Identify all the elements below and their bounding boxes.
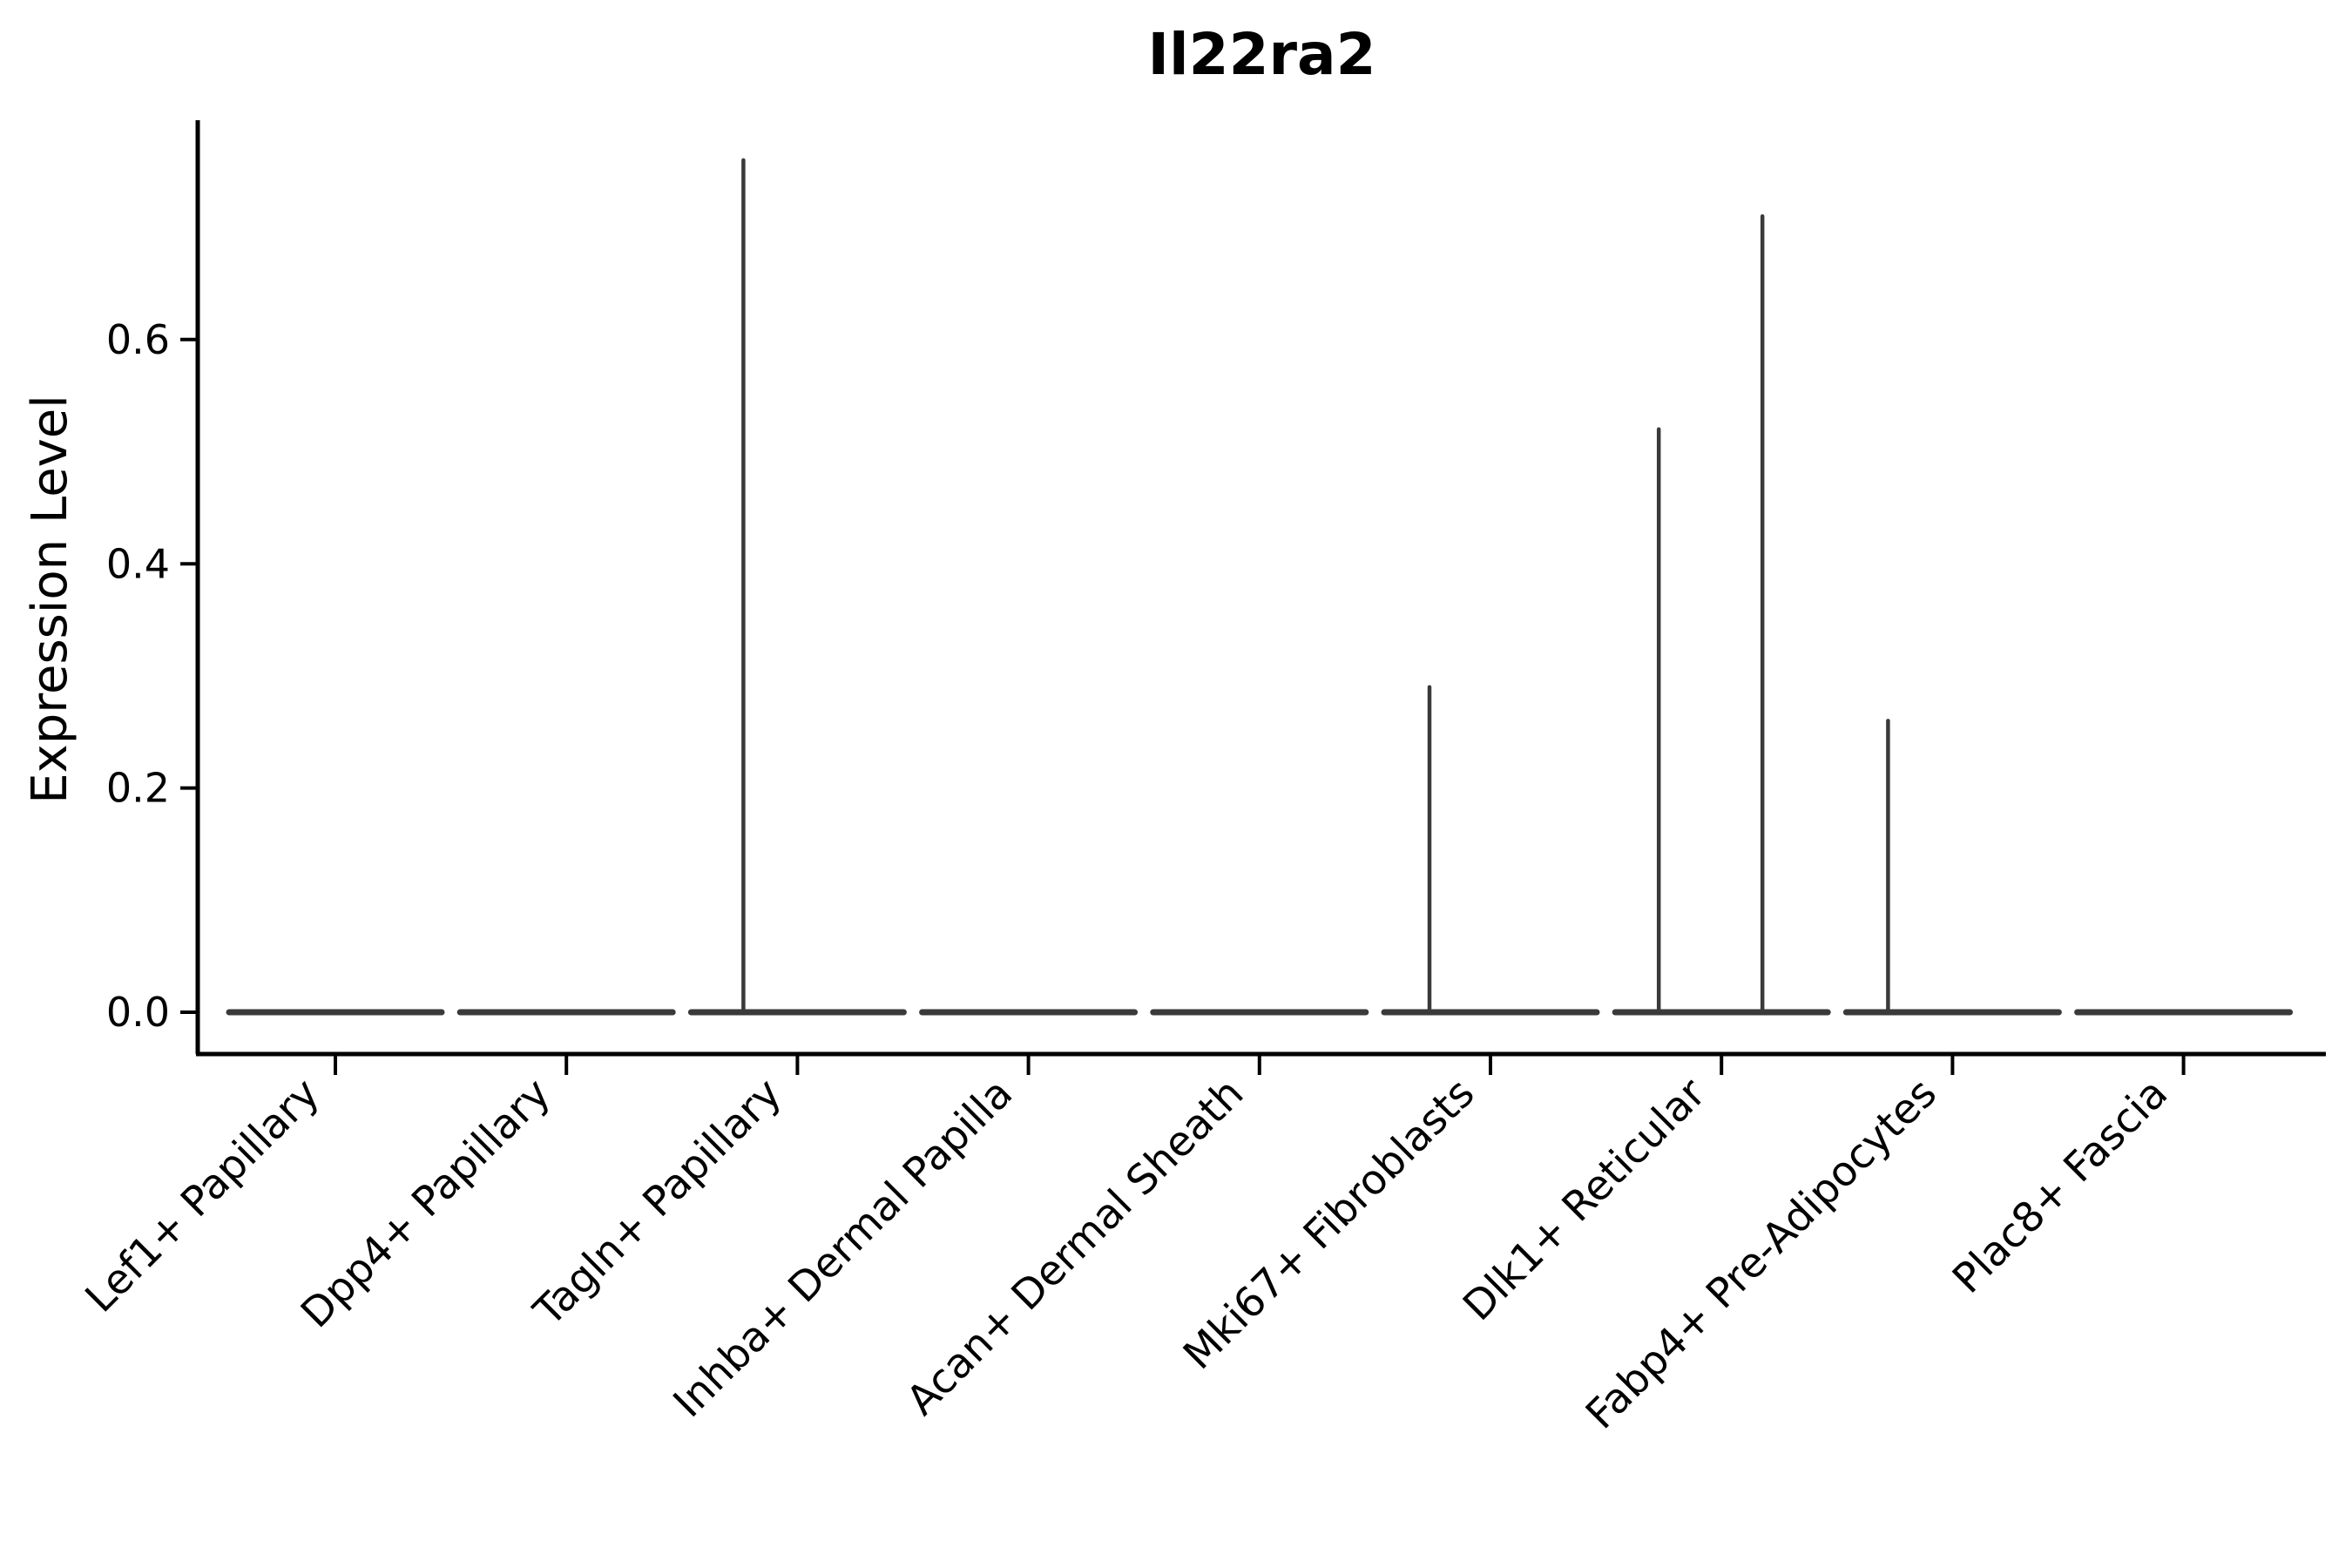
y-tick-label: 0.2 xyxy=(106,765,170,812)
x-tick-label: Tagln+ Papillary xyxy=(524,1070,791,1336)
plot-title: Il22ra2 xyxy=(1147,21,1376,88)
x-tick-label: Dlk1+ Reticular xyxy=(1454,1069,1715,1330)
x-tick-label: Plac8+ Fascia xyxy=(1943,1070,2177,1303)
x-tick-label: Dpp4+ Papillary xyxy=(292,1070,560,1338)
x-tick-label: Lef1+ Papillary xyxy=(77,1070,329,1322)
y-tick-label: 0.6 xyxy=(106,316,170,363)
y-tick-label: 0.4 xyxy=(106,540,170,587)
y-tick-label: 0.0 xyxy=(106,989,170,1036)
y-axis-label: Expression Level xyxy=(22,395,78,804)
